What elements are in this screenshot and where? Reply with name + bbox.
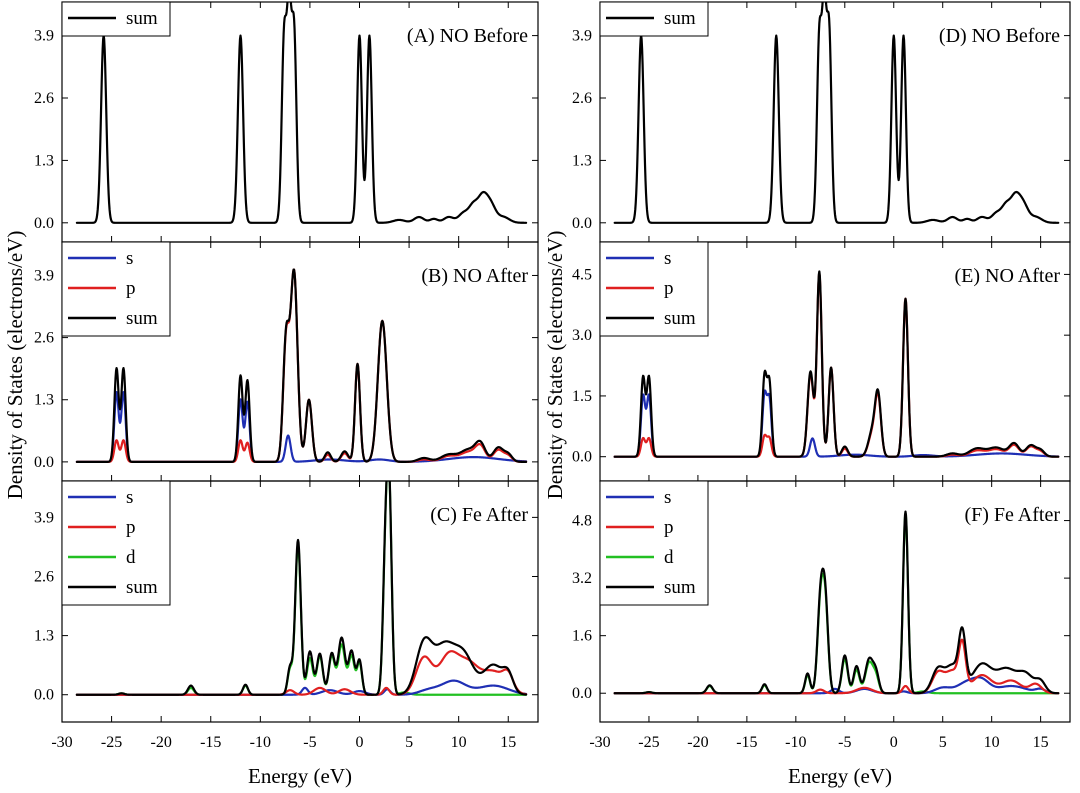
legend-label-F-s: s — [664, 487, 671, 508]
panel-F: -30 -25 -20 -15 -10 -5 0 5 10 15 0.0 1.6 3.2 4.8 (F) F… — [572, 480, 1071, 751]
legend-label-C-p: p — [126, 517, 136, 538]
y-tick-label-F: 0.0 — [572, 685, 592, 702]
legend-label-E-s: s — [664, 248, 671, 269]
x-tick-label-C: -30 — [51, 734, 72, 751]
y-tick-label-E: 0.0 — [572, 449, 592, 466]
y-tick-label-B: 1.3 — [34, 392, 54, 409]
y-tick-label-D: 0.0 — [572, 215, 592, 232]
y-tick-label-D: 1.3 — [572, 152, 592, 169]
x-tick-label-C: 0 — [356, 734, 364, 751]
legend-box-C — [61, 480, 171, 606]
x-tick-label-C: -25 — [101, 734, 122, 751]
y-tick-label-F: 4.8 — [572, 513, 592, 530]
y-tick-label-B: 0.0 — [34, 454, 54, 471]
y-tick-label-A: 3.9 — [34, 28, 54, 45]
legend-label-B-p: p — [126, 278, 136, 299]
x-tick-label-F: -25 — [638, 734, 659, 751]
y-axis-title-right: Density of States (electrons/eV) — [543, 231, 567, 500]
panel-B: 0.0 1.3 2.6 3.9 (B) NO After sp sum — [34, 241, 539, 482]
panels: 0.0 1.3 2.6 3.9 (A) NO Before sum 0.0 1.3 2.6 3.9… — [34, 1, 1071, 751]
x-tick-label-C: -10 — [250, 734, 271, 751]
legend-label-F-sum: sum — [664, 577, 696, 598]
x-tick-label-C: -15 — [200, 734, 221, 751]
legend-label-F-d: d — [664, 547, 674, 568]
y-tick-label-A: 0.0 — [34, 215, 54, 232]
y-tick-label-C: 3.9 — [34, 509, 54, 526]
y-tick-label-F: 1.6 — [572, 628, 592, 645]
series-line-D-sum — [613, 2, 1060, 224]
panel-title-C: (C) Fe After — [430, 504, 528, 526]
series-line-F-sum — [613, 510, 1060, 695]
legend-label-C-sum: sum — [126, 577, 158, 598]
y-tick-label-B: 3.9 — [34, 267, 54, 284]
legend-label-B-sum: sum — [126, 308, 158, 329]
y-tick-label-A: 1.3 — [34, 152, 54, 169]
series-line-B-sum — [75, 268, 528, 463]
legend-label-C-s: s — [126, 487, 133, 508]
series-line-E-sum — [613, 270, 1060, 458]
x-axis-title-right: Energy (eV) — [788, 764, 892, 788]
series-line-C-sum — [75, 481, 528, 696]
x-tick-label-C: 5 — [405, 734, 413, 751]
panel-title-D: (D) NO Before — [939, 25, 1060, 47]
panel-E: 0.0 1.5 3.0 4.5 (E) NO After sp sum — [572, 241, 1071, 482]
y-tick-label-E: 3.0 — [572, 327, 592, 344]
x-tick-label-F: -30 — [589, 734, 610, 751]
panel-D: 0.0 1.3 2.6 3.9 (D) NO Before sum — [572, 1, 1071, 243]
x-tick-label-C: 10 — [451, 734, 467, 751]
y-tick-label-A: 2.6 — [34, 90, 54, 107]
legend-label-C-d: d — [126, 547, 136, 568]
x-tick-label-F: 15 — [1033, 734, 1049, 751]
x-tick-label-C: -5 — [303, 734, 316, 751]
x-tick-label-F: 5 — [939, 734, 947, 751]
x-tick-label-F: -20 — [687, 734, 708, 751]
panel-title-B: (B) NO After — [421, 265, 528, 287]
panel-title-F: (F) Fe After — [964, 504, 1060, 526]
x-tick-label-C: 15 — [500, 734, 516, 751]
x-tick-label-F: -10 — [785, 734, 806, 751]
panel-title-E: (E) NO After — [954, 265, 1060, 287]
legend-label-F-p: p — [664, 517, 674, 538]
series-line-A-sum — [75, 2, 528, 224]
panel-C: -30 -25 -20 -15 -10 -5 0 5 10 15 0.0 1.3 2.6 3.9 (C) F… — [34, 480, 539, 751]
y-tick-label-C: 0.0 — [34, 687, 54, 704]
x-tick-label-F: 0 — [890, 734, 898, 751]
x-tick-label-C: -20 — [151, 734, 172, 751]
y-tick-label-D: 3.9 — [572, 28, 592, 45]
legend-box-F — [599, 480, 709, 606]
panel-title-A: (A) NO Before — [407, 25, 528, 47]
x-tick-label-F: 10 — [984, 734, 1000, 751]
y-tick-label-C: 2.6 — [34, 568, 54, 585]
y-tick-label-E: 1.5 — [572, 388, 592, 405]
x-axis-title-left: Energy (eV) — [248, 764, 352, 788]
legend-label-B-s: s — [126, 248, 133, 269]
x-tick-label-F: -15 — [736, 734, 757, 751]
y-tick-label-E: 4.5 — [572, 266, 592, 283]
y-axis-title-left: Density of States (electrons/eV) — [3, 231, 27, 500]
panel-A: 0.0 1.3 2.6 3.9 (A) NO Before sum — [34, 1, 539, 243]
y-tick-label-B: 2.6 — [34, 330, 54, 347]
legend-label-A-sum: sum — [126, 8, 158, 29]
legend-label-E-sum: sum — [664, 308, 696, 329]
legend-label-E-p: p — [664, 278, 674, 299]
x-tick-label-F: -5 — [838, 734, 851, 751]
legend-label-D-sum: sum — [664, 8, 696, 29]
y-tick-label-D: 2.6 — [572, 90, 592, 107]
y-tick-label-C: 1.3 — [34, 628, 54, 645]
y-tick-label-F: 3.2 — [572, 570, 592, 587]
